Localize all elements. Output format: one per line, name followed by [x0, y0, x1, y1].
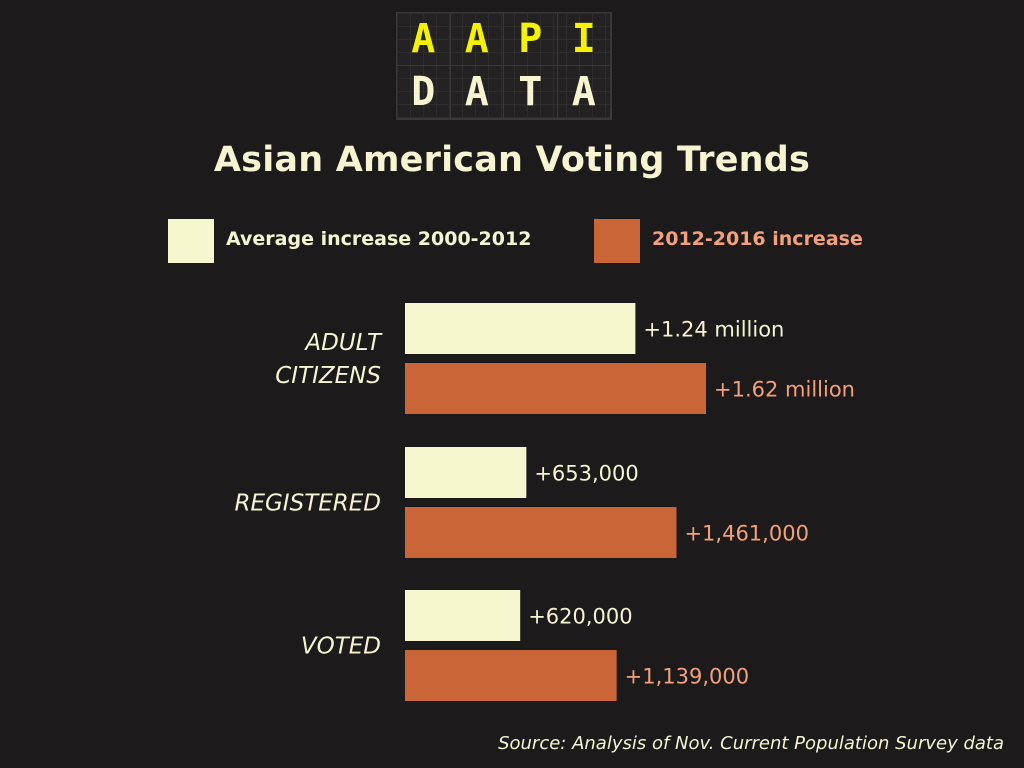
category-label: VOTED — [301, 634, 381, 660]
logo-letter: P — [504, 13, 558, 66]
legend-label-average: Average increase 2000-2012 — [226, 228, 532, 250]
data-label-average-3: +620,000 — [528, 605, 632, 629]
logo-letter: D — [397, 66, 451, 119]
legend-swatch-recent — [594, 219, 640, 263]
bar-average-2 — [405, 447, 527, 498]
bar-recent-1 — [405, 363, 706, 414]
logo-letter: A — [557, 66, 611, 119]
aapi-data-logo: A A P I D A T A — [396, 12, 612, 120]
bar-average-3 — [405, 590, 521, 641]
data-label-recent-3: +1,139,000 — [625, 665, 749, 689]
logo-letter: A — [450, 66, 504, 119]
data-label-average-2: +653,000 — [534, 462, 638, 486]
category-label: REGISTERED — [234, 491, 381, 517]
chart-title: Asian American Voting Trends — [213, 140, 811, 180]
category-label: ADULT — [303, 330, 383, 356]
logo-letter: I — [557, 13, 611, 66]
bar-recent-2 — [405, 507, 677, 558]
legend-label-recent: 2012-2016 increase — [652, 228, 863, 250]
source-note: Source: Analysis of Nov. Current Populat… — [498, 733, 1004, 754]
data-label-recent-2: +1,461,000 — [684, 522, 808, 546]
bar-recent-3 — [405, 650, 617, 701]
logo-letter: A — [397, 13, 451, 66]
logo-letter: T — [504, 66, 558, 119]
data-label-average-1: +1.24 million — [643, 318, 784, 342]
category-label: CITIZENS — [275, 363, 381, 389]
logo-letter: A — [450, 13, 504, 66]
bar-average-1 — [405, 303, 636, 354]
legend-swatch-average — [168, 219, 214, 263]
data-label-recent-1: +1.62 million — [714, 378, 855, 402]
